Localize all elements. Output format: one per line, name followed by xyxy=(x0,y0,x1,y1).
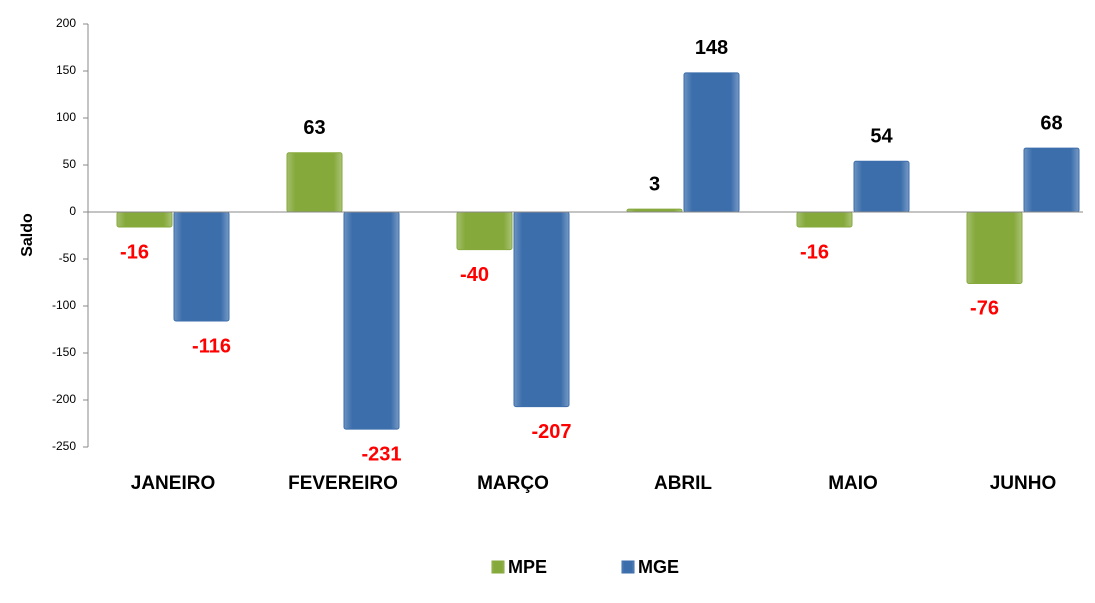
y-tick-label: 150 xyxy=(56,63,76,77)
x-tick-label: FEVEREIRO xyxy=(288,473,398,494)
y-tick-label: 200 xyxy=(56,16,76,30)
y-axis-label: Saldo xyxy=(19,213,36,257)
legend-label: MPE xyxy=(508,557,547,577)
x-tick-label: MARÇO xyxy=(477,473,549,494)
legend-label: MGE xyxy=(638,557,679,577)
bar xyxy=(456,211,513,251)
x-tick-label: ABRIL xyxy=(654,473,712,494)
legend-swatch xyxy=(621,560,635,574)
bar xyxy=(1023,147,1080,213)
bar xyxy=(853,160,910,213)
bar xyxy=(513,211,570,408)
data-label: -16 xyxy=(800,241,829,263)
legend-swatch xyxy=(491,560,505,574)
y-tick-label: 0 xyxy=(69,204,76,218)
bar xyxy=(796,211,853,228)
data-label: 148 xyxy=(695,37,728,59)
bar xyxy=(173,211,230,322)
y-tick-label: -200 xyxy=(52,392,76,406)
y-tick-label: -250 xyxy=(52,439,76,453)
data-label: -116 xyxy=(192,335,231,357)
data-label: 68 xyxy=(1040,112,1062,134)
bar xyxy=(966,211,1023,284)
data-label: -207 xyxy=(531,421,571,443)
data-label: -16 xyxy=(120,241,149,263)
bar xyxy=(683,72,740,213)
bar xyxy=(343,211,400,430)
data-label: 3 xyxy=(649,173,660,195)
x-tick-label: MAIO xyxy=(828,473,878,494)
y-tick-label: -50 xyxy=(59,251,77,265)
y-tick-label: -100 xyxy=(52,298,76,312)
data-label: 54 xyxy=(870,126,893,148)
bar xyxy=(116,211,173,228)
y-tick-label: 50 xyxy=(63,157,77,171)
data-label: 63 xyxy=(303,117,325,139)
bar xyxy=(286,152,343,213)
y-tick-label: -150 xyxy=(52,345,76,359)
data-label: -76 xyxy=(970,298,999,320)
y-tick-label: 100 xyxy=(56,110,76,124)
x-tick-label: JANEIRO xyxy=(131,473,215,494)
data-label: -231 xyxy=(361,443,401,465)
x-tick-label: JUNHO xyxy=(990,473,1057,494)
data-label: -40 xyxy=(460,264,489,286)
